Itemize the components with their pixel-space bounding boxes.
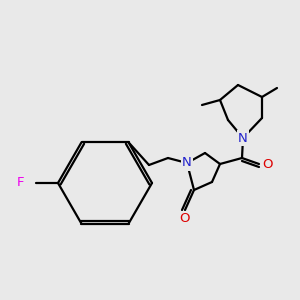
Text: O: O (180, 212, 190, 226)
Text: F: F (16, 176, 24, 190)
Text: O: O (262, 158, 273, 170)
Text: N: N (238, 131, 248, 145)
Text: N: N (182, 157, 192, 169)
